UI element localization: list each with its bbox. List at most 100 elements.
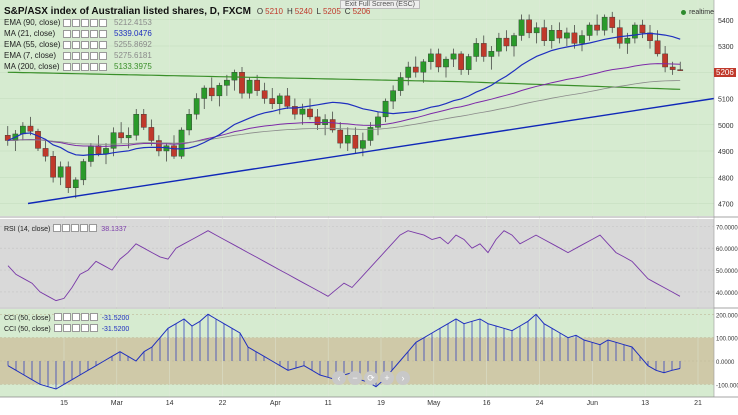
indicator-controls[interactable] (63, 40, 107, 49)
candle-body (458, 53, 464, 70)
indicator-value: 5339.0476 (114, 29, 152, 38)
candle-body (473, 43, 480, 57)
x-tick-label: 16 (483, 400, 491, 407)
ohlc-key: H (286, 7, 293, 16)
candle-body (480, 43, 487, 57)
cci-tick-label: 200.0000 (716, 313, 738, 319)
indicator-name: MA (200, close) (4, 62, 60, 71)
indicator-controls[interactable] (63, 51, 107, 60)
candle-body (118, 132, 124, 139)
indicator-name: EMA (90, close) (4, 18, 61, 27)
x-tick-label: 11 (325, 400, 332, 407)
candle-body (382, 100, 389, 118)
ohlc-value: 5206 (352, 7, 371, 16)
candle-body (254, 79, 260, 91)
candle-body (201, 87, 208, 99)
candle-body (579, 35, 585, 44)
candle-body (571, 32, 578, 44)
candle-body (261, 90, 268, 99)
candle-body (616, 27, 623, 44)
price-pane-bg (0, 0, 714, 216)
rsi-legend: RSI (14, close) 38.1337 (4, 224, 127, 234)
indicator-row[interactable]: EMA (55, close) 5255.8692 (4, 39, 374, 50)
candle-body (148, 127, 155, 141)
x-tick-label: 13 (641, 400, 649, 407)
nav-button[interactable]: ‹ (332, 371, 346, 385)
indicator-row[interactable]: EMA (90, close) 5212.4153 (4, 17, 374, 28)
realtime-label: realtime (689, 9, 714, 16)
candle-body (669, 66, 676, 70)
last-price-badge: 5206 (714, 68, 736, 77)
candle-body (231, 72, 238, 81)
nav-button[interactable]: ⟳ (364, 371, 378, 385)
candle-body (110, 132, 117, 149)
indicator-name: EMA (55, close) (4, 40, 61, 49)
x-tick-label: 19 (377, 400, 385, 407)
candle-body (307, 108, 313, 118)
x-tick-label: 15 (60, 400, 68, 407)
candle-body (465, 56, 472, 70)
candle-body (246, 79, 253, 94)
indicator-value: 5255.8692 (114, 40, 152, 49)
indicator-row[interactable]: MA (21, close) 5339.0476 (4, 28, 374, 39)
candle-body (95, 145, 102, 154)
candle-body (586, 24, 593, 36)
ohlc-key: O (256, 7, 264, 16)
candle-body (216, 85, 223, 97)
candle-body (609, 16, 616, 28)
candle-body (420, 61, 427, 73)
rsi-controls[interactable] (53, 224, 98, 234)
price-tick-label: 5000 (718, 123, 734, 130)
candle-body (405, 66, 412, 78)
candle-body (224, 79, 230, 86)
ohlc-key: C (344, 7, 351, 16)
candle-body (397, 77, 404, 91)
x-tick-label: 24 (536, 400, 544, 407)
cci-legend: CCI (50, close) -31.5200 (4, 313, 129, 323)
candle-body (329, 119, 336, 131)
indicator-row[interactable]: EMA (7, close) 5275.6181 (4, 50, 374, 61)
support-trendline (27, 97, 715, 205)
candle-body (450, 53, 457, 60)
candle-body (443, 58, 449, 68)
candle-body (193, 98, 200, 115)
indicator-value: 5133.3975 (114, 62, 152, 71)
rsi-line (7, 230, 681, 302)
cci-controls[interactable] (53, 324, 99, 334)
candle-body (564, 32, 570, 39)
price-tick-label: 5100 (718, 97, 734, 104)
candle-body (496, 37, 502, 52)
candle-body (367, 127, 374, 141)
candle-body (337, 129, 344, 144)
price-tick-label: 5300 (718, 44, 734, 51)
price-tick-label: 5400 (718, 18, 734, 25)
indicator-controls[interactable] (63, 18, 107, 27)
rsi-tick-label: 40.0000 (716, 291, 738, 297)
indicator-name: EMA (7, close) (4, 51, 57, 60)
price-legend: S&P/ASX index of Australian listed share… (4, 6, 374, 72)
nav-button[interactable]: + (380, 371, 394, 385)
ma200-line (7, 71, 681, 90)
nav-button[interactable]: − (348, 371, 362, 385)
candle-body (125, 135, 132, 139)
candle-body (503, 37, 510, 47)
x-tick-label: 21 (694, 400, 702, 407)
nav-button[interactable]: › (396, 371, 410, 385)
candle-body (601, 16, 608, 31)
ohlc-value: 5240 (294, 7, 313, 16)
candle-body (276, 95, 283, 104)
indicator-controls[interactable] (63, 62, 107, 71)
candle-body (72, 179, 79, 188)
candle-body (548, 30, 555, 41)
price-tick-label: 4700 (718, 202, 734, 209)
indicator-controls[interactable] (63, 29, 107, 38)
ohlc-readout: O 5210 H 5240 L 5205 C 5206 (257, 7, 374, 16)
exit-fullscreen-button[interactable]: Exit Full Screen (ESC) (340, 0, 421, 9)
indicator-row[interactable]: MA (200, close) 5133.3975 (4, 61, 374, 72)
price-tick-label: 4900 (718, 149, 734, 156)
cci-controls[interactable] (53, 313, 99, 323)
candle-body (208, 87, 215, 97)
cci-tick-label: 0.0000 (716, 360, 735, 366)
